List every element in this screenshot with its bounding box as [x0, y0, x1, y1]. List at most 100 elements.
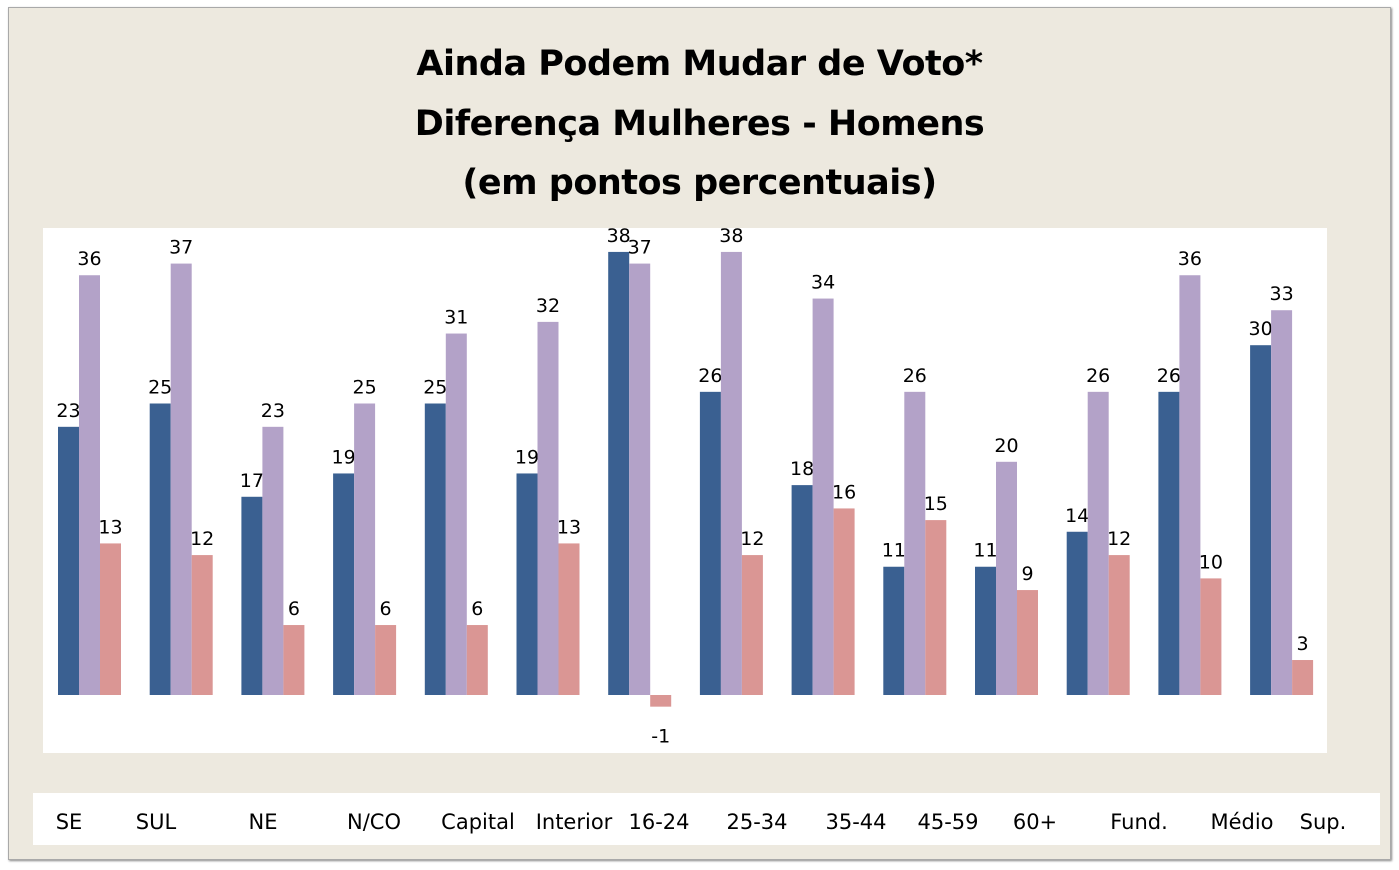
bar-s3-Capital — [466, 625, 488, 695]
bar-s1-45-59 — [883, 566, 905, 695]
bar-s3-16-24 — [650, 695, 672, 707]
chart-title-line-1: Ainda Podem Mudar de Voto* — [416, 44, 983, 84]
bar-s1-35-44 — [791, 485, 813, 695]
bar-s3-SUL — [191, 555, 213, 695]
bar-s1-Capital — [424, 403, 446, 695]
data-label-s2-SUL: 37 — [169, 237, 193, 259]
category-label: Médio — [1210, 810, 1274, 834]
bar-s1-Fund. — [1066, 531, 1088, 695]
category-label: Capital — [441, 810, 515, 834]
bar-s3-Interior — [558, 543, 580, 695]
bar-s1-NE — [241, 496, 263, 695]
bar-s1-Sup. — [1250, 345, 1272, 695]
data-label-s1-Interior: 19 — [515, 446, 539, 468]
data-label-s1-Fund.: 14 — [1065, 505, 1089, 527]
chart-title-line-2: Diferença Mulheres - Homens — [414, 104, 985, 144]
bar-s2-N/CO — [354, 403, 376, 695]
category-label: 25-34 — [726, 810, 788, 834]
bar-s3-Sup. — [1292, 660, 1314, 695]
bar-s2-SE — [79, 275, 100, 695]
data-label-s2-Médio: 36 — [1178, 248, 1202, 270]
data-label-s3-Fund.: 12 — [1107, 528, 1131, 550]
bar-s1-N/CO — [333, 473, 355, 695]
category-label: Fund. — [1110, 810, 1168, 834]
bar-s2-Sup. — [1271, 310, 1293, 695]
data-label-s2-NE: 23 — [261, 400, 285, 422]
category-label: 35-44 — [825, 810, 887, 834]
data-label-s3-SE: 13 — [98, 516, 122, 538]
data-label-s3-25-34: 12 — [740, 528, 764, 550]
data-label-s1-60+: 11 — [973, 540, 997, 562]
bar-s2-45-59 — [904, 391, 926, 695]
chart-title-line-3: (em pontos percentuais) — [462, 163, 937, 203]
data-label-s1-Médio: 26 — [1157, 365, 1181, 387]
bar-s2-16-24 — [629, 263, 651, 695]
data-label-s1-Capital: 25 — [423, 377, 447, 399]
data-label-s2-35-44: 34 — [811, 272, 835, 294]
data-label-s1-35-44: 18 — [790, 458, 814, 480]
bar-s3-Fund. — [1108, 555, 1130, 695]
data-label-s3-Sup.: 3 — [1297, 633, 1309, 655]
bar-s2-Fund. — [1087, 391, 1109, 695]
category-label: N/CO — [347, 810, 401, 834]
category-label: Interior — [535, 810, 613, 834]
data-label-s1-N/CO: 19 — [332, 446, 356, 468]
bar-s2-NE — [262, 426, 284, 695]
data-label-s2-Capital: 31 — [444, 307, 468, 329]
data-label-s3-NE: 6 — [288, 598, 300, 620]
category-label: Sup. — [1299, 810, 1347, 834]
bar-s1-Interior — [516, 473, 538, 695]
bar-s2-SUL — [170, 263, 192, 695]
category-label: 45-59 — [917, 810, 979, 834]
bar-s3-Médio — [1200, 578, 1222, 695]
bar-s1-16-24 — [608, 251, 630, 696]
bar-s2-35-44 — [812, 298, 834, 695]
bar-s2-60+ — [996, 461, 1017, 695]
data-label-s3-60+: 9 — [1021, 563, 1033, 585]
bar-s1-SUL — [149, 403, 171, 695]
data-label-s3-35-44: 16 — [832, 481, 856, 503]
category-label: NE — [248, 810, 278, 834]
data-label-s2-SE: 36 — [77, 248, 101, 270]
data-label-s2-Interior: 32 — [536, 295, 560, 317]
data-label-s3-N/CO: 6 — [380, 598, 392, 620]
data-label-s2-Sup.: 33 — [1270, 283, 1294, 305]
data-label-s3-16-24: -1 — [651, 726, 670, 748]
category-axis-box — [33, 793, 1380, 845]
bar-s2-25-34 — [720, 251, 742, 696]
bar-s3-60+ — [1017, 590, 1038, 695]
data-label-s1-45-59: 11 — [882, 540, 906, 562]
data-label-s2-N/CO: 25 — [353, 377, 377, 399]
data-label-s3-45-59: 15 — [924, 493, 948, 515]
data-label-s3-Médio: 10 — [1199, 551, 1223, 573]
bar-s3-25-34 — [741, 555, 763, 695]
bar-s3-45-59 — [925, 520, 947, 695]
bar-s3-N/CO — [375, 625, 397, 695]
bar-s3-SE — [100, 543, 121, 695]
bar-s1-Médio — [1158, 391, 1180, 695]
data-label-s2-45-59: 26 — [903, 365, 927, 387]
bar-s2-Capital — [445, 333, 467, 695]
data-label-s1-NE: 17 — [240, 470, 264, 492]
bar-s1-60+ — [975, 566, 996, 695]
category-label: SUL — [135, 810, 177, 834]
data-label-s2-Fund.: 26 — [1086, 365, 1110, 387]
data-label-s2-16-24: 37 — [628, 237, 652, 259]
data-label-s2-60+: 20 — [994, 435, 1018, 457]
bar-s1-SE — [58, 426, 79, 695]
data-label-s1-16-24: 38 — [607, 225, 631, 247]
bar-s3-35-44 — [833, 508, 855, 695]
data-label-s3-Interior: 13 — [557, 516, 581, 538]
bar-s3-NE — [283, 625, 305, 695]
bar-s2-Interior — [537, 321, 559, 695]
data-label-s1-SE: 23 — [56, 400, 80, 422]
category-label: 60+ — [1012, 810, 1058, 834]
bar-s2-Médio — [1179, 275, 1201, 695]
data-label-s1-SUL: 25 — [148, 377, 172, 399]
data-label-s3-SUL: 12 — [190, 528, 214, 550]
data-label-s3-Capital: 6 — [471, 598, 483, 620]
data-label-s1-25-34: 26 — [698, 365, 722, 387]
category-label: 16-24 — [628, 810, 690, 834]
bar-s1-25-34 — [699, 391, 721, 695]
